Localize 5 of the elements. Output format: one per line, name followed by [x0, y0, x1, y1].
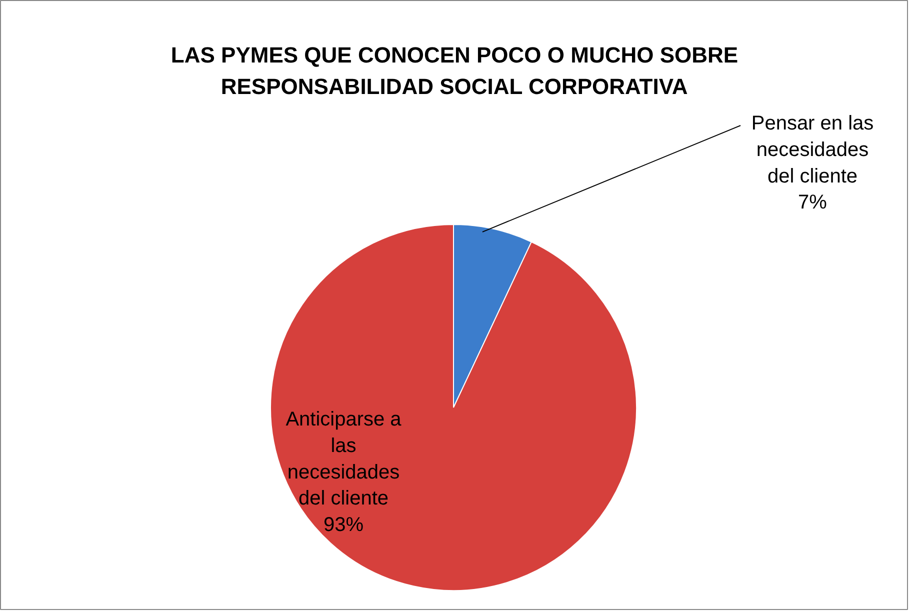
slice-label: Pensar en las necesidades del cliente — [751, 112, 874, 188]
data-label: 93% — [323, 514, 364, 536]
chart-title: LAS PYMES QUE CONOCEN POCO O MUCHO SOBRE RESPONSABILIDAD SOCIAL CORPORATIVA — [170, 42, 738, 99]
slice-label: Anticiparse a las necesidades del cliente — [286, 408, 402, 510]
data-label: 7% — [798, 192, 828, 214]
